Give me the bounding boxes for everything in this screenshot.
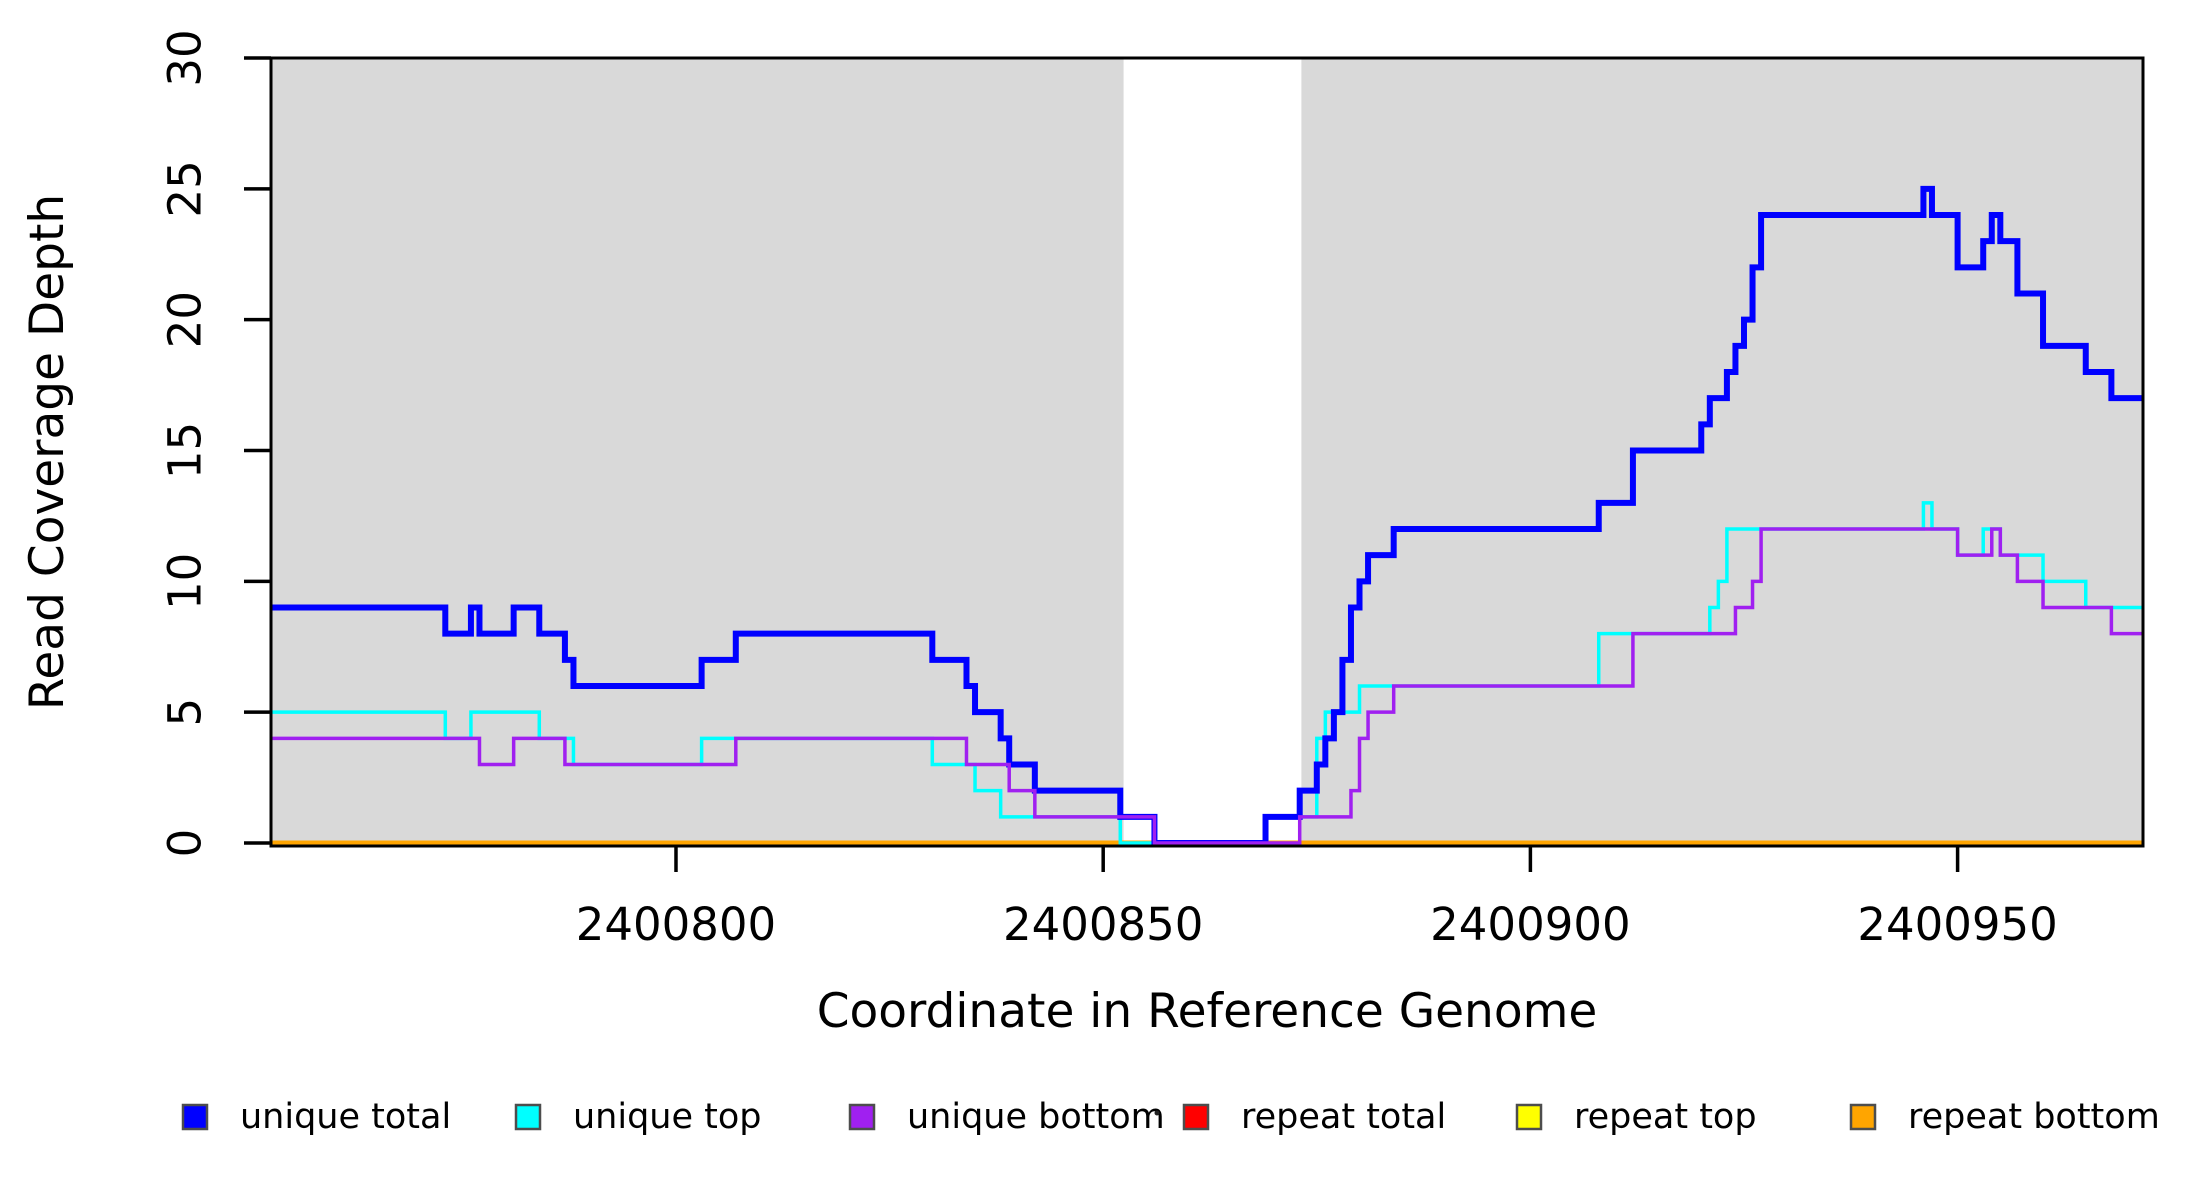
legend-swatch-unique-total [181, 1103, 209, 1131]
legend-item-unique-bottom: unique bottom [848, 1097, 1165, 1137]
legend-swatch-repeat-total [1182, 1103, 1210, 1131]
background-bands [271, 58, 2143, 846]
legend-label: repeat top [1574, 1097, 1757, 1137]
band-gap-1 [1123, 58, 1302, 846]
legend-swatch-unique-bottom [848, 1103, 876, 1131]
legend-label: unique bottom [907, 1097, 1165, 1137]
x-axis: 2400800 2400850 2400900 2400950 [576, 846, 2058, 951]
y-tick-label: 25 [159, 160, 212, 217]
legend-swatch-unique-top [514, 1103, 542, 1131]
legend-swatch-repeat-bottom [1849, 1103, 1877, 1131]
y-tick-label: 15 [159, 422, 212, 479]
x-tick-label: 2400800 [576, 898, 776, 951]
y-tick-label: 5 [159, 698, 212, 727]
x-tick-label: 2400950 [1857, 898, 2057, 951]
band-repeat-region-2 [1301, 58, 2143, 846]
y-tick-label: 20 [159, 291, 212, 348]
y-tick-label: 30 [159, 29, 212, 86]
series-line-unique-bottom [271, 527, 2143, 845]
x-tick-label: 2400900 [1430, 898, 1630, 951]
x-axis-title: Coordinate in Reference Genome [817, 984, 1598, 1039]
legend-label: repeat total [1241, 1097, 1446, 1137]
legend-item-repeat-total: repeat total [1182, 1097, 1446, 1137]
legend-item-unique-total: unique total [181, 1097, 451, 1137]
legend-label: repeat bottom [1908, 1097, 2160, 1137]
x-tick-label: 2400850 [1003, 898, 1203, 951]
y-axis: 0 5 10 15 20 25 30 [159, 29, 271, 858]
y-tick-label: 10 [159, 553, 212, 610]
legend: unique total unique top unique bottom repea… [181, 1097, 2160, 1137]
legend-label: unique top [573, 1097, 762, 1137]
legend-item-unique-top: unique top [514, 1097, 762, 1137]
legend-item-repeat-bottom: repeat bottom [1849, 1097, 2160, 1137]
stray-dot-artifact [1154, 1110, 1160, 1116]
legend-item-repeat-top: repeat top [1515, 1097, 1757, 1137]
legend-swatch-repeat-top [1515, 1103, 1543, 1131]
series-line-unique-total [271, 185, 2143, 846]
series-lines [271, 185, 2143, 846]
band-repeat-region-0 [271, 58, 1124, 846]
y-axis-title: Read Coverage Depth [20, 194, 75, 710]
y-tick-label: 0 [159, 829, 212, 858]
legend-label: unique total [240, 1097, 451, 1137]
